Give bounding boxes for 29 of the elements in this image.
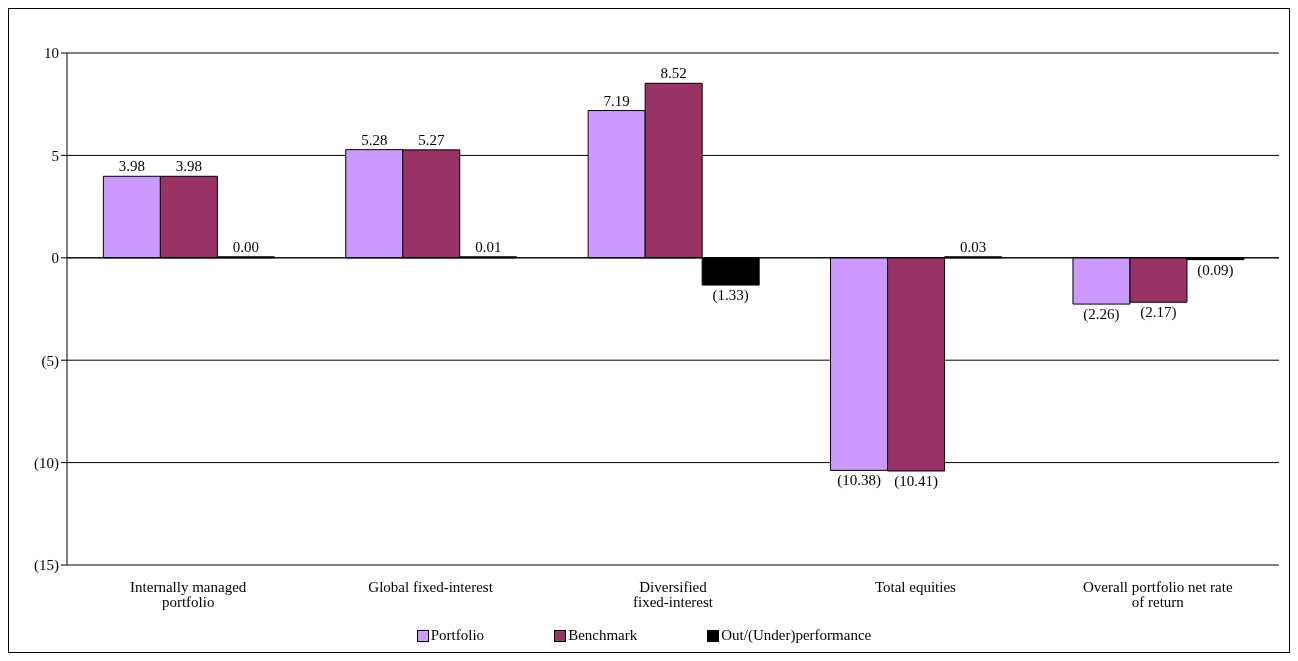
data-label: (0.09) [1197, 261, 1234, 279]
x-tick-label: Total equities [874, 578, 957, 595]
data-label: 5.28 [361, 131, 388, 148]
x-tick-label: Global fixed-interest [368, 578, 494, 595]
legend-label: Out/(Under)performance [720, 627, 872, 644]
data-label: 8.52 [660, 65, 687, 82]
data-label: 3.98 [118, 158, 145, 175]
y-tick-label: (10) [34, 454, 59, 472]
data-label: 0.03 [959, 238, 987, 255]
data-label: 7.19 [603, 92, 630, 109]
data-label: (10.41) [894, 473, 938, 490]
data-label: (10.38) [837, 472, 881, 490]
data-label: (1.33) [712, 287, 749, 305]
y-tick-label: (15) [34, 557, 59, 575]
data-label: (2.17) [1140, 304, 1177, 322]
x-tick-label: Diversified fixed-interest [633, 578, 714, 610]
data-label: (2.26) [1083, 306, 1120, 324]
y-tick-label: 0 [51, 250, 59, 267]
legend-label: Portfolio [429, 627, 485, 644]
y-tick-label: 10 [44, 45, 59, 62]
y-tick-label: 5 [51, 147, 59, 164]
data-label: 0.00 [232, 238, 259, 255]
legend-label: Benchmark [567, 627, 638, 644]
data-label: 3.98 [175, 158, 202, 175]
data-label: 0.01 [475, 238, 502, 255]
x-tick-label: Internally managed portfolio [130, 578, 247, 610]
x-tick-label: Overall portfolio net rate of return [1083, 578, 1233, 610]
y-tick-label: (5) [41, 352, 59, 370]
data-label: 5.27 [418, 131, 445, 148]
